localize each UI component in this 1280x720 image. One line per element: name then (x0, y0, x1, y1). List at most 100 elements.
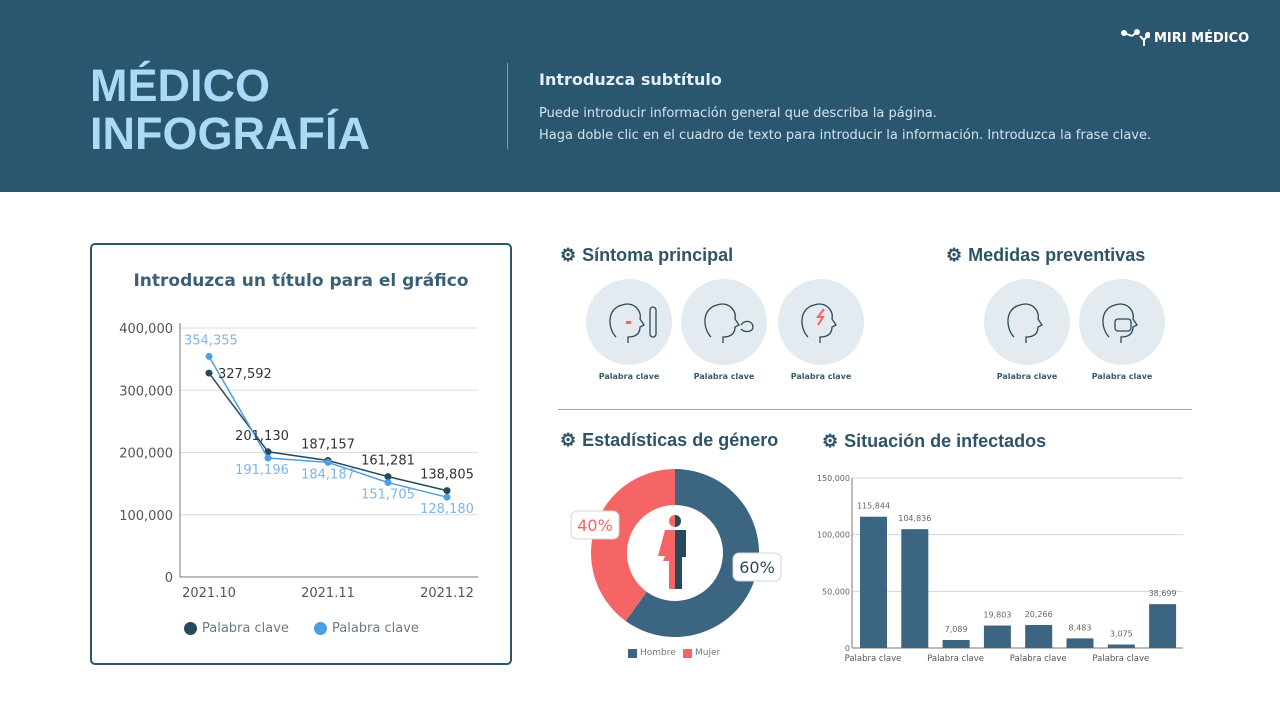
y-tick-label: 100,000 (817, 531, 850, 540)
legend-swatch (314, 622, 327, 635)
chart-title: Introduzca un título para el gráfico (133, 271, 469, 291)
data-point (264, 454, 272, 462)
bar-label: 104,836 (898, 514, 931, 523)
bar-label: 20,266 (1025, 610, 1053, 619)
gender-icon (658, 515, 686, 589)
data-label: 128,180 (420, 502, 474, 517)
icon-caption: Palabra clave (598, 372, 660, 381)
icon-caption: Palabra clave (693, 372, 755, 381)
divider (507, 63, 508, 149)
bar-label: 115,844 (857, 502, 890, 511)
legend-item: Mujer (683, 648, 720, 658)
legend-label: Palabra clave (332, 621, 419, 636)
bar-label: 8,483 (1069, 623, 1092, 632)
y-tick-label: 400,000 (119, 322, 173, 337)
legend-label: Mujer (695, 648, 721, 658)
fever-icon (586, 279, 672, 365)
title-line-2: INFOGRAFÍA (90, 108, 370, 159)
data-label: 354,355 (184, 333, 238, 348)
legend-item: Hombre (628, 648, 676, 658)
data-point (384, 473, 392, 481)
virus-icon: ⚙ (560, 245, 577, 265)
legend-swatch (683, 648, 692, 658)
headache-icon (778, 279, 864, 365)
title-line-1: MÉDICO (90, 60, 270, 111)
x-tick-label: 2021.12 (420, 586, 474, 601)
y-tick-label: 150,000 (817, 474, 850, 483)
virus-icon: ⚙ (560, 430, 577, 450)
data-point (324, 458, 332, 466)
x-tick-label: Palabra clave (927, 654, 984, 664)
percent-label: 40% (577, 516, 613, 535)
y-tick-label: 50,000 (822, 587, 850, 596)
section-title: Situación de infectados (844, 431, 1047, 451)
data-label: 187,157 (301, 437, 355, 452)
head (675, 515, 681, 527)
data-label: 151,705 (361, 488, 415, 503)
percent-bubble (732, 552, 782, 582)
y-tick-label: 200,000 (119, 447, 173, 462)
bar (983, 625, 1011, 648)
x-tick-label: Palabra clave (845, 654, 902, 664)
bar (860, 516, 887, 648)
section-title: Estadísticas de género (582, 430, 779, 450)
section-symptom: ⚙ Síntoma principal (560, 245, 733, 266)
legend-swatch (628, 648, 637, 658)
bar-label: 19,803 (983, 611, 1011, 620)
molecule-icon (1121, 29, 1150, 46)
data-label: 138,805 (420, 468, 474, 483)
bar (1107, 644, 1135, 648)
mask-icon (1079, 279, 1165, 365)
x-tick-label: Palabra clave (1092, 654, 1149, 664)
legend-label: Palabra clave (202, 621, 289, 636)
header: MÉDICO INFOGRAFÍA Introduzca subtítulo Pu… (0, 0, 1280, 192)
description-line-1: Puede introducir información general que… (539, 106, 937, 121)
section-title: Síntoma principal (582, 245, 734, 265)
y-tick-label: 0 (165, 571, 173, 586)
percent-label: 60% (739, 558, 775, 577)
data-label: 184,187 (301, 467, 355, 482)
virus-icon: ⚙ (822, 431, 839, 451)
legend-label: Hombre (640, 648, 676, 658)
icon-caption: Palabra clave (790, 372, 852, 381)
page-title: MÉDICO INFOGRAFÍA (90, 62, 370, 158)
data-label: 327,592 (218, 367, 272, 382)
x-tick-label: Palabra clave (1010, 654, 1067, 664)
section-prevent: ⚙ Medidas preventivas (946, 245, 1145, 266)
section-gender: ⚙ Estadísticas de género (560, 430, 778, 451)
data-point (205, 369, 213, 377)
female-half (658, 530, 675, 589)
legend-item: Palabra clave (314, 621, 419, 636)
y-tick-label: 300,000 (119, 384, 173, 399)
pie-slice (625, 469, 760, 637)
cough-icon (681, 279, 767, 365)
bar (1025, 625, 1053, 648)
data-point (443, 487, 451, 495)
percent-bubble (570, 510, 620, 540)
subtitle: Introduzca subtítulo (539, 70, 722, 89)
bar (942, 639, 970, 648)
data-label: 201,130 (235, 429, 289, 444)
data-point (205, 352, 213, 360)
data-point (384, 479, 392, 487)
icon-caption: Palabra clave (996, 372, 1058, 381)
y-tick-label: 100,000 (119, 509, 173, 524)
bar (901, 529, 929, 648)
bar-label: 7,089 (945, 625, 968, 634)
legend-item: Palabra clave (184, 621, 289, 636)
x-tick-label: 2021.10 (182, 586, 236, 601)
male-half (675, 530, 686, 589)
pie-slice (591, 469, 675, 621)
section-infected: ⚙ Situación de infectados (822, 431, 1046, 452)
y-tick-label: 0 (845, 644, 850, 653)
logo: MIRI MÉDICO (1120, 28, 1249, 48)
data-point (443, 493, 451, 501)
bar-label: 38,699 (1149, 589, 1177, 598)
bar-label: 3,075 (1110, 630, 1133, 639)
icon-caption: Palabra clave (1091, 372, 1153, 381)
description-line-2: Haga doble clic en el cuadro de texto pa… (539, 128, 1152, 143)
divider (558, 409, 1192, 410)
line-chart-card: Introduzca un título para el gráfico (90, 243, 512, 665)
bar (1066, 638, 1094, 648)
